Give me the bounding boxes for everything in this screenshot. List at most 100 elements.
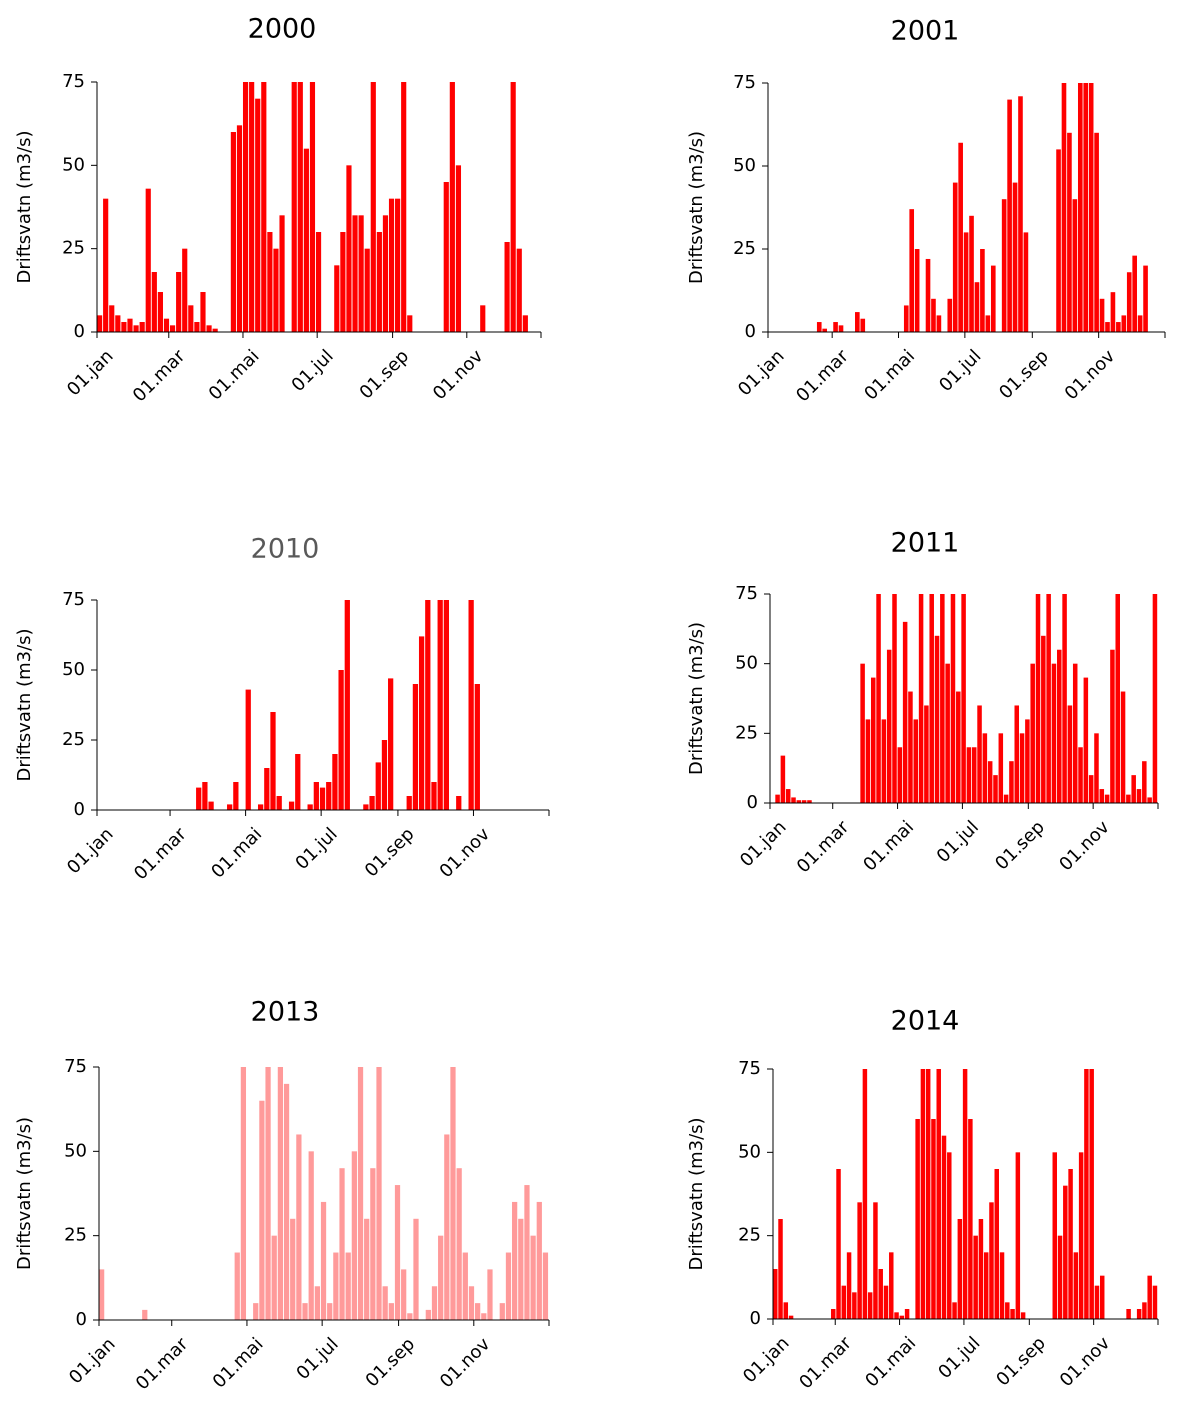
bar xyxy=(980,249,985,332)
bar xyxy=(357,1067,364,1320)
bar xyxy=(1105,322,1110,332)
bar xyxy=(881,719,887,803)
bar xyxy=(240,1067,247,1320)
bar xyxy=(889,1252,894,1319)
bar xyxy=(1046,594,1051,803)
bar xyxy=(994,1169,999,1319)
bar xyxy=(1073,1252,1079,1319)
bar xyxy=(1104,794,1110,803)
bar xyxy=(315,232,322,332)
bar xyxy=(1120,691,1126,803)
bar xyxy=(1143,265,1148,332)
bar xyxy=(1041,635,1046,803)
y-axis-label: Driftsvatn (m3/s) xyxy=(686,1117,707,1270)
bar xyxy=(270,712,276,810)
x-tick-label: 01.nov xyxy=(1061,345,1120,404)
chart-title: 2000 xyxy=(248,14,317,45)
bar xyxy=(418,636,425,810)
bar xyxy=(309,82,316,332)
bar xyxy=(1025,719,1030,803)
y-tick-label: 75 xyxy=(62,71,85,92)
y-axis-label: Driftsvatn (m3/s) xyxy=(14,628,35,781)
bar xyxy=(966,747,972,803)
x-tick-label: 01.nov xyxy=(429,345,488,404)
x-tick-label: 01.sep xyxy=(362,1334,420,1392)
bar xyxy=(857,1202,862,1319)
bar xyxy=(475,1303,481,1320)
bar xyxy=(1051,663,1057,803)
bar xyxy=(1089,1069,1094,1319)
bar xyxy=(518,1218,524,1320)
bar xyxy=(956,691,961,803)
y-tick-label: 75 xyxy=(62,589,85,610)
bar xyxy=(936,1069,941,1319)
bar xyxy=(413,1218,419,1320)
bar xyxy=(1126,272,1132,332)
bar xyxy=(346,165,352,332)
bar xyxy=(1099,298,1105,332)
bar xyxy=(931,1119,936,1319)
x-tick-label: 01.jan xyxy=(739,1333,794,1388)
bar xyxy=(1072,199,1078,332)
bar xyxy=(993,775,998,803)
bar xyxy=(1009,761,1014,803)
x-tick-label: 01.mar xyxy=(129,345,190,406)
bar xyxy=(925,1069,931,1319)
bar xyxy=(1147,797,1152,803)
bar xyxy=(1099,1275,1105,1319)
bar xyxy=(796,800,802,803)
bar xyxy=(958,142,963,332)
bar xyxy=(163,318,170,332)
bar xyxy=(833,322,838,332)
bar xyxy=(176,272,182,332)
x-tick-label: 01.nov xyxy=(436,823,495,882)
y-tick-label: 50 xyxy=(64,1140,87,1161)
bar xyxy=(504,242,510,332)
bar xyxy=(862,1069,868,1319)
x-tick-label: 01.sep xyxy=(356,346,414,404)
bar xyxy=(388,198,395,332)
bar xyxy=(407,1313,413,1320)
bar xyxy=(431,782,437,810)
bar xyxy=(1094,1285,1100,1319)
bar xyxy=(332,754,338,810)
bar xyxy=(892,594,897,803)
bar xyxy=(344,600,350,810)
bar xyxy=(307,804,313,810)
bar xyxy=(775,794,780,803)
bar xyxy=(1088,775,1094,803)
x-tick-label: 01.jul xyxy=(288,346,338,396)
bar xyxy=(340,232,346,332)
bar xyxy=(1115,594,1120,803)
y-tick-label: 50 xyxy=(738,1141,761,1162)
bar xyxy=(1131,775,1136,803)
bar xyxy=(320,1201,327,1320)
bar xyxy=(886,649,892,803)
bar xyxy=(999,1252,1005,1319)
bar xyxy=(963,232,969,332)
y-tick-label: 0 xyxy=(74,321,85,342)
chart-title: 2010 xyxy=(251,534,320,565)
bar xyxy=(941,1135,947,1319)
bar xyxy=(838,325,844,332)
x-tick-label: 01.jul xyxy=(292,1334,342,1384)
bar xyxy=(902,621,908,803)
bar xyxy=(1078,747,1083,803)
x-tick-label: 01.mar xyxy=(792,345,853,406)
bar xyxy=(169,325,176,332)
y-tick-label: 25 xyxy=(735,722,758,743)
bar xyxy=(913,719,919,803)
bar xyxy=(376,232,382,332)
bar xyxy=(924,705,929,803)
y-axis-label: Driftsvatn (m3/s) xyxy=(686,622,707,775)
bar xyxy=(242,82,249,332)
bar xyxy=(1121,315,1127,332)
bar xyxy=(276,796,282,810)
bar xyxy=(314,1286,320,1320)
bar xyxy=(1020,1312,1026,1319)
bar xyxy=(1012,182,1018,332)
bar xyxy=(406,796,412,810)
bar xyxy=(313,782,319,810)
bar xyxy=(234,1252,240,1320)
bar xyxy=(1005,1302,1010,1319)
